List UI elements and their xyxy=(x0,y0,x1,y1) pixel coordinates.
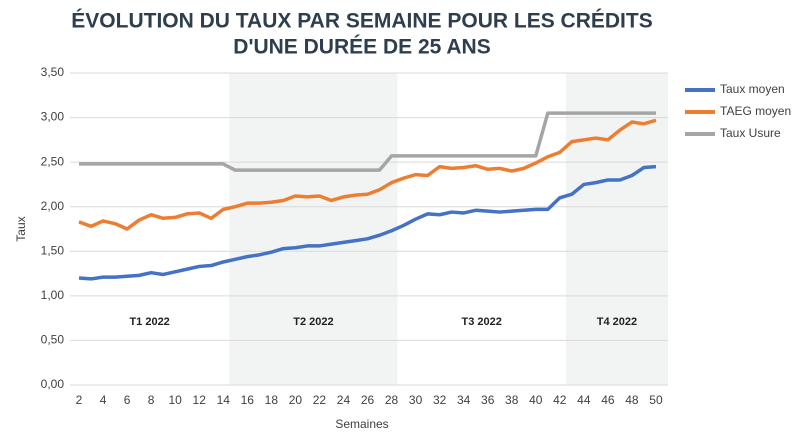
x-tick-label: 14 xyxy=(217,393,231,407)
x-tick-label: 32 xyxy=(433,393,447,407)
band-label: T2 2022 xyxy=(293,316,333,328)
x-tick-label: 42 xyxy=(553,393,567,407)
x-tick-label: 18 xyxy=(265,393,279,407)
x-tick-label: 46 xyxy=(601,393,615,407)
band-label: T3 2022 xyxy=(462,316,502,328)
series-line xyxy=(78,118,657,231)
y-tick-label: 2,00 xyxy=(41,199,65,213)
chart-title: ÉVOLUTION DU TAUX PAR SEMAINE POUR LES C… xyxy=(71,10,652,33)
x-tick-label: 20 xyxy=(289,393,303,407)
x-tick-label: 10 xyxy=(168,393,182,407)
x-tick-label: 34 xyxy=(457,393,471,407)
x-tick-label: 28 xyxy=(385,393,399,407)
y-tick-label: 3,00 xyxy=(41,110,65,124)
x-tick-label: 50 xyxy=(649,393,663,407)
band-label: T4 2022 xyxy=(597,316,637,328)
x-tick-label: 12 xyxy=(193,393,207,407)
quarter-band xyxy=(229,73,398,385)
x-tick-label: 24 xyxy=(337,393,351,407)
x-tick-label: 2 xyxy=(76,393,83,407)
x-tick-label: 36 xyxy=(481,393,495,407)
x-tick-label: 40 xyxy=(529,393,543,407)
y-tick-label: 0,50 xyxy=(41,333,65,347)
x-tick-label: 4 xyxy=(100,393,107,407)
x-tick-label: 6 xyxy=(124,393,131,407)
y-axis-label: Taux xyxy=(14,216,28,241)
series-line xyxy=(78,164,657,281)
x-tick-label: 26 xyxy=(361,393,375,407)
legend-label: Taux Usure xyxy=(720,126,781,140)
y-tick-label: 3,50 xyxy=(41,65,65,79)
x-tick-label: 48 xyxy=(625,393,639,407)
y-tick-label: 1,50 xyxy=(41,243,65,257)
x-tick-label: 44 xyxy=(577,393,591,407)
quarter-band xyxy=(565,73,668,385)
band-label: T1 2022 xyxy=(129,316,169,328)
legend-label: Taux moyen xyxy=(720,82,785,96)
legend-label: TAEG moyen xyxy=(720,104,791,118)
chart-title: D'UNE DURÉE DE 25 ANS xyxy=(233,36,490,59)
x-tick-label: 16 xyxy=(241,393,255,407)
x-tick-label: 38 xyxy=(505,393,519,407)
x-tick-label: 30 xyxy=(409,393,423,407)
y-tick-label: 1,00 xyxy=(41,288,65,302)
x-tick-label: 8 xyxy=(148,393,155,407)
y-tick-label: 0,00 xyxy=(41,377,65,391)
y-tick-label: 2,50 xyxy=(41,154,65,168)
series-line xyxy=(79,111,656,172)
x-axis-label: Semaines xyxy=(335,417,388,431)
x-tick-label: 22 xyxy=(313,393,327,407)
